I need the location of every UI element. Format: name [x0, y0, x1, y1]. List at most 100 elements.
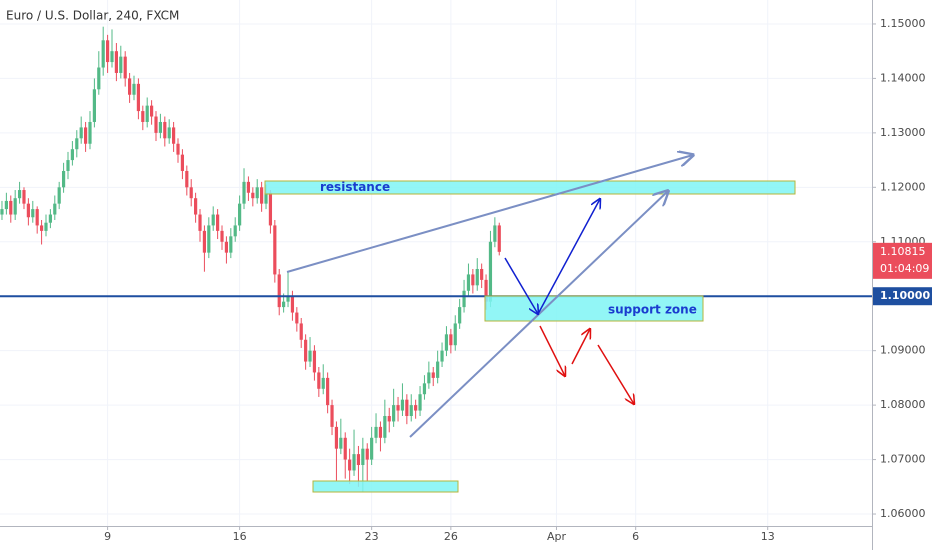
candle-body [475, 268, 479, 286]
candle-body [176, 143, 180, 155]
candle-body [114, 51, 118, 73]
candle-body [88, 121, 92, 144]
candle-body [9, 200, 13, 215]
candle-body [83, 127, 88, 144]
candle-body [202, 230, 207, 253]
y-tick-label: 1.06000 [880, 507, 926, 520]
candle-body [220, 230, 224, 242]
y-tick-label: 1.14000 [880, 71, 926, 84]
candle-body [444, 334, 449, 351]
candle-body [290, 296, 295, 313]
candle-body [370, 437, 374, 460]
level-badge [873, 287, 932, 306]
candle-body [141, 111, 145, 122]
level-label: 1.10000 [880, 289, 930, 302]
support-zone [484, 295, 704, 322]
candle-body [286, 296, 290, 302]
candle-body [207, 225, 211, 253]
candle-body [383, 416, 387, 438]
x-tick-label: Apr [547, 530, 567, 543]
x-tick-label: 13 [761, 530, 775, 543]
candle-body [361, 448, 365, 466]
arrow [571, 329, 590, 365]
candle-body [229, 236, 233, 253]
candle-body [189, 187, 193, 199]
x-tick-label: 16 [233, 530, 247, 543]
candle-body [378, 426, 383, 438]
candle-body [282, 301, 286, 308]
candle-body [105, 40, 110, 63]
last-price-badge [873, 242, 932, 279]
candle-body [462, 290, 466, 308]
support-label: support zone [608, 303, 697, 317]
candle-body [163, 121, 167, 139]
candle-body [132, 83, 136, 95]
candle-body [312, 350, 317, 373]
candle-body [22, 190, 26, 204]
candle-body [308, 350, 312, 362]
candle-body [264, 192, 268, 204]
candle-body [13, 198, 17, 215]
candle-body [246, 181, 251, 193]
candle-body [167, 127, 171, 139]
candle-body [44, 222, 48, 231]
candle-body [392, 405, 396, 422]
candle-body [154, 116, 158, 133]
arrow [537, 199, 600, 315]
candle-body [233, 225, 237, 237]
candle-body [255, 187, 259, 199]
candle-body [431, 372, 435, 378]
candle-body [400, 399, 405, 411]
candle-body [352, 454, 356, 471]
arrow [504, 257, 538, 314]
candle-body [387, 416, 391, 422]
candle-body [158, 121, 163, 133]
candle-body [277, 274, 281, 308]
candle-body [251, 192, 255, 199]
candle-body [414, 405, 418, 411]
x-tick-label: 9 [104, 530, 111, 543]
candle-body [172, 127, 176, 144]
candle-body [299, 323, 303, 340]
candle-body [35, 209, 39, 226]
candle-body [484, 279, 488, 302]
candle-body [66, 160, 70, 171]
x-tick-label: 23 [365, 530, 379, 543]
candle-body [31, 209, 35, 218]
bottom-zone [312, 480, 459, 493]
candle-body [409, 405, 413, 417]
candle-body [471, 274, 475, 286]
candle-body [466, 274, 471, 291]
candle-body [57, 187, 61, 204]
countdown-label: 01:04:09 [880, 262, 929, 275]
candle-body [449, 334, 453, 346]
candle-body [440, 350, 444, 362]
candles [0, 26, 501, 493]
candle-body [185, 170, 189, 188]
candle-body [356, 454, 361, 466]
candle-body [150, 105, 154, 117]
candle-body [194, 198, 198, 215]
arrow [597, 344, 634, 404]
candle-body [453, 323, 457, 346]
candle-body [317, 372, 321, 389]
candle-body [458, 307, 462, 324]
x-tick-label: 26 [444, 530, 458, 543]
x-tick-label: 6 [632, 530, 639, 543]
arrow [539, 325, 565, 376]
candle-body [273, 225, 277, 275]
candle-body [128, 78, 132, 95]
y-tick-label: 1.12000 [880, 180, 926, 193]
candle-body [123, 56, 127, 79]
candle-body [493, 225, 497, 242]
candle-body [343, 437, 347, 460]
candle-body [242, 181, 246, 204]
trend-line [286, 155, 693, 273]
candle-body [238, 203, 242, 226]
candle-body [339, 437, 343, 449]
candle-body [39, 225, 44, 231]
candle-body [497, 225, 501, 252]
candle-body [260, 187, 264, 204]
y-tick-label: 1.08000 [880, 398, 926, 411]
